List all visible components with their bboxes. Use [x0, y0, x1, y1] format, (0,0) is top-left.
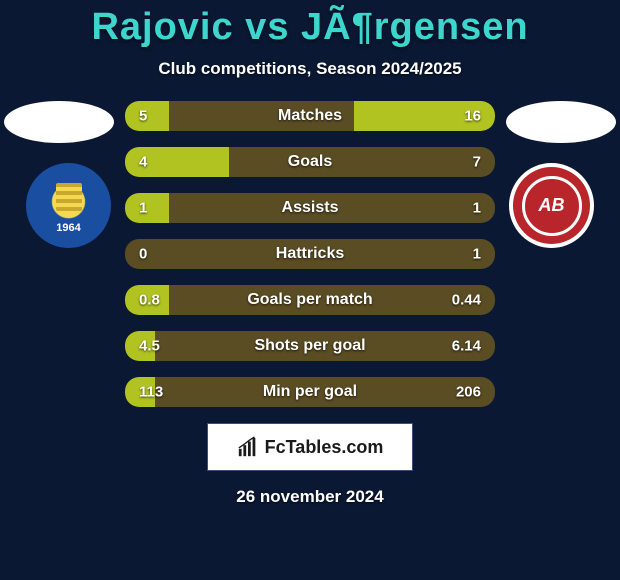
comparison-content: AB 5 Matches 16 4 Goals 7 1 Assists 1 0 Hattricks 1… — [0, 101, 620, 407]
player-right-photo — [506, 101, 616, 143]
stat-row: 4.5 Shots per goal 6.14 — [125, 331, 495, 361]
stat-bars: 5 Matches 16 4 Goals 7 1 Assists 1 0 Hattricks 1 0.8… — [125, 101, 495, 407]
stat-label: Min per goal — [263, 383, 357, 401]
stat-value-right: 206 — [456, 384, 481, 401]
stat-row: 113 Min per goal 206 — [125, 377, 495, 407]
stat-value-left: 0.8 — [139, 292, 160, 309]
stat-label: Assists — [282, 199, 339, 217]
crest-tower-icon — [56, 183, 82, 211]
branding-chart-icon — [237, 436, 259, 458]
stat-label: Goals — [288, 153, 332, 171]
stat-value-left: 1 — [139, 200, 147, 217]
stat-row: 0.8 Goals per match 0.44 — [125, 285, 495, 315]
stat-value-left: 113 — [139, 384, 163, 401]
stat-value-left: 4.5 — [139, 338, 160, 355]
stat-row: 5 Matches 16 — [125, 101, 495, 131]
stat-value-right: 1 — [473, 246, 481, 263]
stat-label: Matches — [278, 107, 342, 125]
subtitle: Club competitions, Season 2024/2025 — [0, 59, 620, 79]
stat-value-left: 5 — [139, 108, 147, 125]
player-right-crest: AB — [509, 163, 594, 248]
stat-value-right: 7 — [473, 154, 481, 171]
player-left-photo — [4, 101, 114, 143]
stat-value-right: 6.14 — [452, 338, 481, 355]
stat-value-left: 4 — [139, 154, 147, 171]
stat-label: Goals per match — [247, 291, 372, 309]
page-title: Rajovic vs JÃ¶rgensen — [0, 0, 620, 49]
stat-row: 4 Goals 7 — [125, 147, 495, 177]
stat-row: 1 Assists 1 — [125, 193, 495, 223]
player-left-crest — [26, 163, 111, 248]
branding-text: FcTables.com — [265, 437, 384, 458]
stat-label: Hattricks — [276, 245, 344, 263]
stat-value-left: 0 — [139, 246, 147, 263]
stat-value-right: 16 — [464, 108, 481, 125]
crest-right-text: AB — [522, 176, 582, 236]
branding-badge: FcTables.com — [207, 423, 413, 471]
footer-date: 26 november 2024 — [0, 487, 620, 507]
stat-label: Shots per goal — [254, 337, 365, 355]
stat-value-right: 0.44 — [452, 292, 481, 309]
stat-value-right: 1 — [473, 200, 481, 217]
stat-row: 0 Hattricks 1 — [125, 239, 495, 269]
